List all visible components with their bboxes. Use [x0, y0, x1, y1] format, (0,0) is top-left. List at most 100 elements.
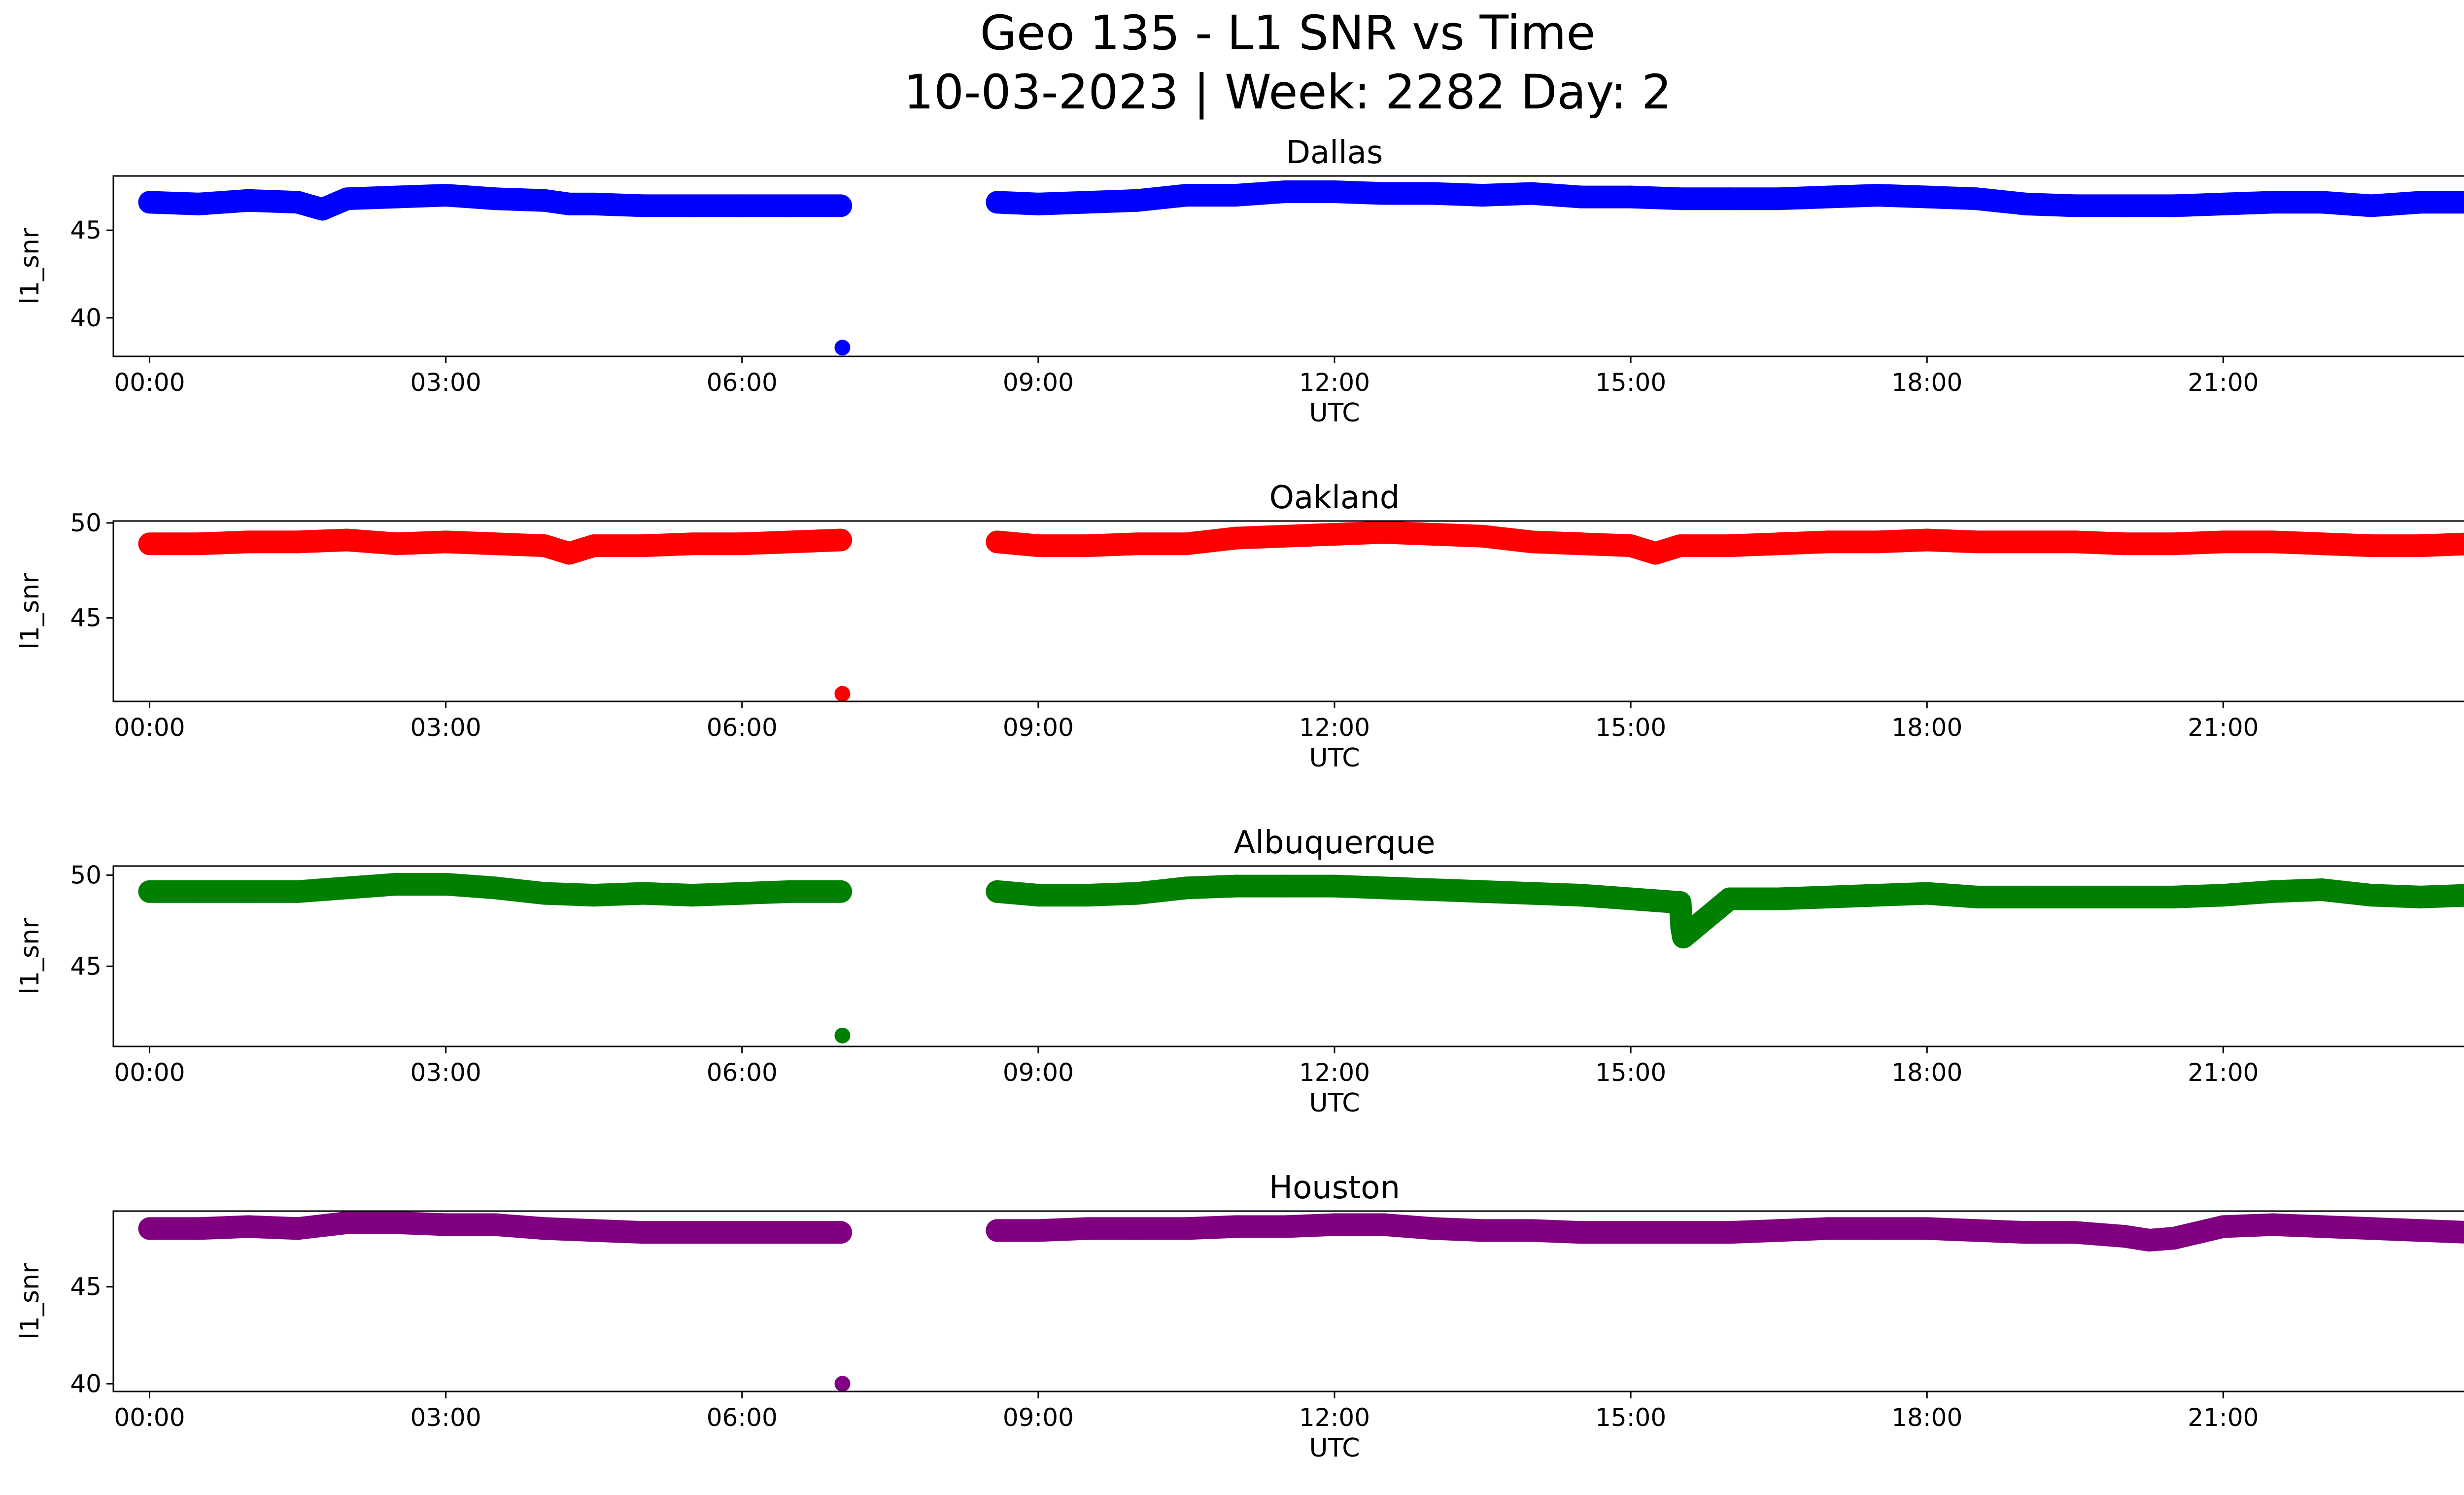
- data-point: [2314, 194, 2330, 210]
- data-point: [1524, 1222, 1540, 1239]
- data-point: [989, 883, 1005, 900]
- data-point: [536, 1220, 552, 1237]
- data-point: [2117, 536, 2133, 552]
- data-point: [1771, 891, 1787, 907]
- data-point: [191, 883, 207, 900]
- data-point: [2067, 889, 2083, 905]
- y-tick-label: 40: [70, 1369, 102, 1398]
- data-point: [1474, 187, 1491, 204]
- data-point: [1178, 187, 1195, 204]
- x-tick-label: 15:00: [1595, 1058, 1666, 1087]
- data-point: [2166, 889, 2182, 905]
- data-point: [1129, 885, 1145, 902]
- y-tick-label: 45: [70, 216, 102, 244]
- data-point: [1376, 185, 1392, 202]
- data-point: [1080, 194, 1096, 210]
- data-point: [2363, 198, 2379, 214]
- data-point: [2215, 887, 2231, 904]
- x-tick-label: 21:00: [2188, 713, 2259, 742]
- data-point: [1820, 889, 1836, 905]
- data-point: [2264, 534, 2281, 550]
- data-point: [684, 536, 701, 552]
- subplot-title: Oakland: [1269, 480, 1400, 516]
- data-point: [989, 1222, 1005, 1239]
- data-point: [141, 536, 158, 552]
- data-point: [834, 340, 851, 356]
- data-point: [1376, 1217, 1392, 1233]
- data-point: [1968, 534, 1985, 550]
- x-tick-label: 15:00: [1595, 368, 1666, 397]
- data-point: [536, 192, 552, 209]
- data-point: [1030, 196, 1046, 212]
- data-point: [561, 196, 578, 212]
- data-point: [833, 198, 849, 214]
- data-point: [290, 194, 306, 210]
- x-tick-label: 00:00: [114, 1403, 185, 1432]
- x-tick-label: 18:00: [1891, 368, 1962, 397]
- data-point: [438, 534, 454, 550]
- x-tick-label: 00:00: [114, 1058, 185, 1087]
- data-point: [1376, 880, 1392, 896]
- y-tick-label: 45: [70, 1272, 102, 1301]
- data-point: [2314, 882, 2330, 898]
- data-point: [1623, 189, 1639, 205]
- data-point: [1425, 882, 1441, 898]
- data-point: [388, 189, 405, 205]
- x-tick-label: 06:00: [707, 1403, 778, 1432]
- data-point: [1919, 532, 1935, 548]
- data-point: [141, 1220, 158, 1237]
- data-point: [2018, 889, 2034, 905]
- data-point: [1277, 878, 1293, 894]
- data-point: [1425, 185, 1441, 202]
- y-tick-label: 40: [70, 304, 102, 332]
- y-axis-label: l1_snr: [15, 573, 45, 650]
- data-point: [2462, 1227, 2464, 1238]
- data-point: [339, 1215, 355, 1231]
- data-point: [1721, 538, 1738, 554]
- x-tick-label: 06:00: [707, 1058, 778, 1087]
- data-point: [635, 885, 651, 902]
- data-point: [240, 883, 256, 900]
- data-point: [388, 1215, 405, 1231]
- subplot-oakland: Oakland 00:00 03:00 06:00 09:00 12:00 15:00 18:…: [15, 480, 2464, 773]
- data-point: [1771, 191, 1787, 207]
- data-point: [1870, 534, 1886, 550]
- data-point: [1968, 889, 1985, 905]
- data-point: [2413, 889, 2429, 905]
- x-tick-label: 18:00: [1891, 713, 1962, 742]
- data-point: [487, 1217, 503, 1233]
- data-point: [783, 883, 799, 900]
- data-point: [438, 876, 454, 892]
- data-point: [191, 1220, 207, 1237]
- data-point: [1672, 191, 1688, 207]
- data-point: [1968, 191, 1985, 207]
- data-point: [1919, 1220, 1935, 1237]
- data-point: [1573, 536, 1589, 552]
- data-point: [141, 883, 158, 900]
- data-point: [1327, 183, 1342, 200]
- data-point: [2067, 1224, 2083, 1241]
- data-point: [1968, 1222, 1985, 1239]
- data-point: [191, 196, 207, 212]
- data-point: [1327, 878, 1342, 894]
- data-point: [635, 198, 651, 214]
- x-tick-label: 09:00: [1003, 1403, 1074, 1432]
- data-point: [2141, 1232, 2157, 1249]
- data-point: [290, 1220, 306, 1237]
- data-point: [635, 538, 651, 554]
- data-point: [2314, 536, 2330, 552]
- data-point: [1129, 536, 1145, 552]
- x-axis-label: UTC: [1309, 1433, 1360, 1463]
- data-point: [1573, 189, 1589, 205]
- data-point: [1771, 536, 1787, 552]
- data-point: [586, 887, 602, 904]
- data-point: [240, 192, 256, 209]
- data-point: [1425, 1220, 1441, 1237]
- data-point: [1721, 891, 1738, 907]
- data-point: [1573, 887, 1589, 904]
- data-point: [1178, 536, 1195, 552]
- data-point: [2067, 534, 2083, 550]
- data-point: [734, 536, 750, 552]
- x-tick-label: 12:00: [1299, 368, 1370, 397]
- figure-title-line2: 10-03-2023 | Week: 2282 Day: 2: [904, 65, 1672, 120]
